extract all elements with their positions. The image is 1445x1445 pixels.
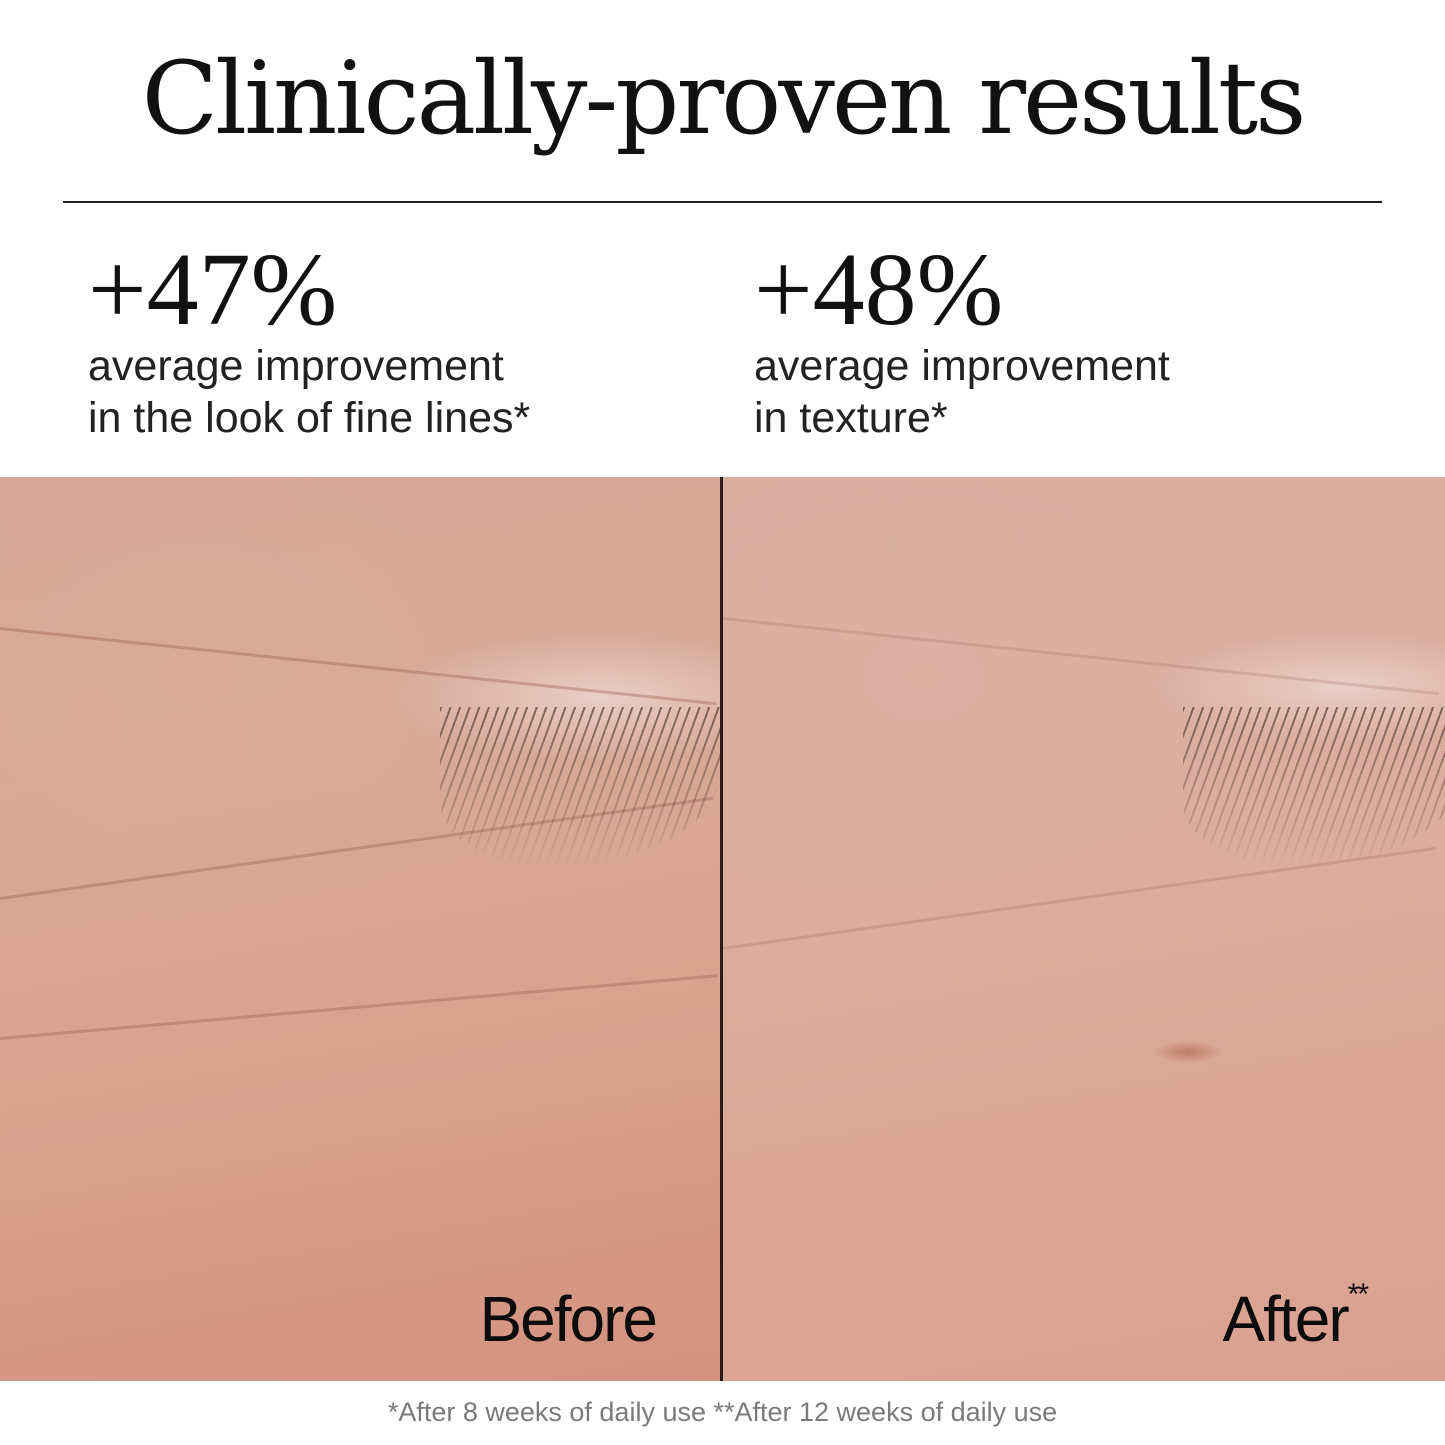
skin-line — [723, 617, 1440, 696]
stat-texture: +48% average improvement in texture* — [754, 238, 1170, 444]
stat-value: +47% — [88, 232, 338, 347]
divider-rule — [63, 201, 1382, 203]
stat-line: in the look of fine lines* — [88, 394, 531, 442]
stat-line: average improvement — [754, 342, 1170, 390]
skin-line — [0, 627, 717, 706]
stat-description: average improvement in the look of fine … — [88, 340, 530, 444]
page-title: Clinically-proven results — [141, 40, 1307, 157]
eyelash-area — [1183, 707, 1445, 867]
after-label-text: After — [1222, 1283, 1349, 1355]
skin-line — [0, 974, 718, 1040]
stat-line: in texture* — [754, 394, 948, 442]
footnote: *After 8 weeks of daily use **After 12 w… — [387, 1397, 1058, 1427]
stat-description: average improvement in texture* — [754, 340, 1170, 444]
after-footnote-mark: ** — [1347, 1278, 1369, 1311]
stat-value: +48% — [754, 232, 1004, 347]
before-photo: Before — [0, 477, 720, 1381]
before-label: Before — [479, 1283, 658, 1355]
photo-divider — [720, 477, 723, 1381]
stat-line: average improvement — [88, 342, 504, 390]
stat-fine-lines: +47% average improvement in the look of … — [88, 238, 530, 444]
after-photo: After** — [723, 477, 1445, 1381]
after-label: After** — [1222, 1278, 1369, 1356]
eyelash-area — [440, 707, 720, 867]
before-after-photos: Before After** — [0, 477, 1445, 1381]
